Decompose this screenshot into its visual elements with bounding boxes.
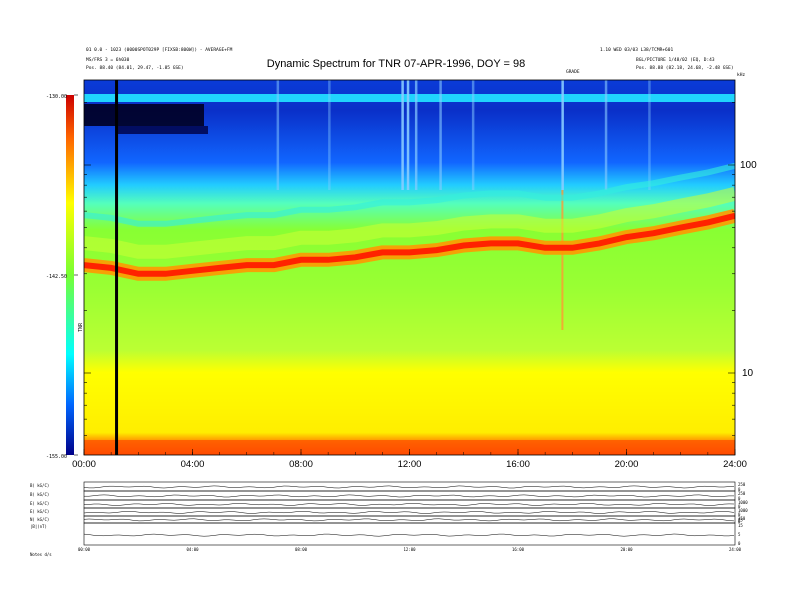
colorbar-label: TNR [78,322,84,332]
panel-tick-label: 1000 [738,500,748,505]
burst-mark [561,190,564,330]
khz-label: kHz [737,73,746,78]
chart-title: Dynamic Spectrum for TNR 07-APR-1996, DO… [266,58,526,70]
panel-tick-label: 0 [738,541,741,546]
x-tick-label: 24:00 [723,459,747,470]
header-right-line3: Pos. 88.88 (82.18, 24.68, -2.48 GSE) [636,66,734,71]
panel-trace [83,518,735,522]
panel-x-tick-label: 08:00 [295,547,308,552]
vertical-bursts [276,80,651,330]
panel-x-tick-label: 20:00 [620,547,633,552]
colorbar [66,95,74,455]
panel-x-tick-label: 24:00 [729,547,742,552]
panel-tick-label: 0 [738,512,741,517]
x-tick-label: 04:00 [181,459,205,470]
burst-mark [328,80,331,190]
header-left-line3: Pos. 88.40 (84.01, 29.47, -1.85 GSE) [86,66,184,71]
y-tick-label-10: 10 [742,368,754,379]
panel-label: B( kG/C) [30,483,49,488]
panel-trace [83,511,735,514]
header-left-line1: 01 0.0 - 1023 (0000SPOT029P [FIXSB:800W]… [86,48,233,53]
bottom-red-band [84,440,735,455]
panel-tick-label: 0 [738,519,741,524]
dark-band [118,126,208,134]
dark-band [84,104,204,126]
header-right-line2: BGL/PICTURE 1/48/02 (EQ, D:43 [636,58,715,63]
x-tick-label: 20:00 [615,459,639,470]
burst-mark [561,80,564,190]
colorbar-tick-label: -155.00 [46,454,67,460]
panel-label: N( kG/C) [30,517,49,522]
panel-trace [83,485,735,489]
burst-mark [414,80,418,190]
panel-tick-label: 5 [738,532,741,537]
panel-label: B( kG/C) [30,492,49,497]
x-tick-label: 08:00 [289,459,313,470]
panel-tick-label: 25 [738,518,743,523]
panel-x-tick-label: 00:00 [78,547,91,552]
panel-x-tick-label: 16:00 [512,547,525,552]
panel-x-tick-label: 12:00 [403,547,416,552]
panel-trace [84,494,734,498]
panel-x-tick-label: 04:00 [186,547,199,552]
header-right-line1: 1.10 WED 03/03 L38/TCMR+601 [600,48,674,53]
y-axis [84,102,735,436]
panel-tick-label: 0 [738,487,741,492]
panel-label: E( kG/C) [30,509,49,514]
panel-trace [83,533,735,537]
panel-label: E( kG/C) [30,501,49,506]
burst-mark [406,80,410,190]
panel-footer-label: Notes d/s [30,552,52,557]
x-tick-label: 12:00 [398,459,422,470]
burst-mark [439,80,442,190]
panel-frame [83,499,736,509]
panel-tick-label: 0 [738,504,741,509]
panel-tick-label: 15 [738,523,743,528]
burst-mark [276,80,280,190]
burst-mark [471,80,475,190]
panel-trace [83,503,735,506]
panel-tick-label: 250 [738,516,746,521]
x-tick-label: 00:00 [72,459,96,470]
x-axis: 00:00 04:00 08:00 12:00 16:00 20:00 24:00 [72,449,747,470]
colorbar-tick-label: -130.00 [46,94,67,100]
y-tick-label-100: 100 [740,160,757,171]
cyan-edge [84,162,735,227]
header-left-line2: MS/FRS 3 = 6h030 [86,58,130,63]
panel-tick-label: 250 [738,482,746,487]
interference-band [84,94,735,102]
panel-frame [83,522,736,546]
burst-mark [401,80,404,190]
panel-label: |B|(nT) [30,524,47,529]
colorbar-tick-label: -142.50 [46,274,67,280]
yellow-band [84,186,735,259]
burst-mark [604,80,608,190]
x-tick-label: 16:00 [506,459,530,470]
plasma-line [84,212,735,277]
burst-mark [648,80,651,190]
panel-tick-label: 0 [738,496,741,501]
panel-tick-label: 1000 [738,508,748,513]
panel-tick-label: 250 [738,491,746,496]
spectrogram [84,80,735,455]
event-label: GRADE [566,70,580,75]
